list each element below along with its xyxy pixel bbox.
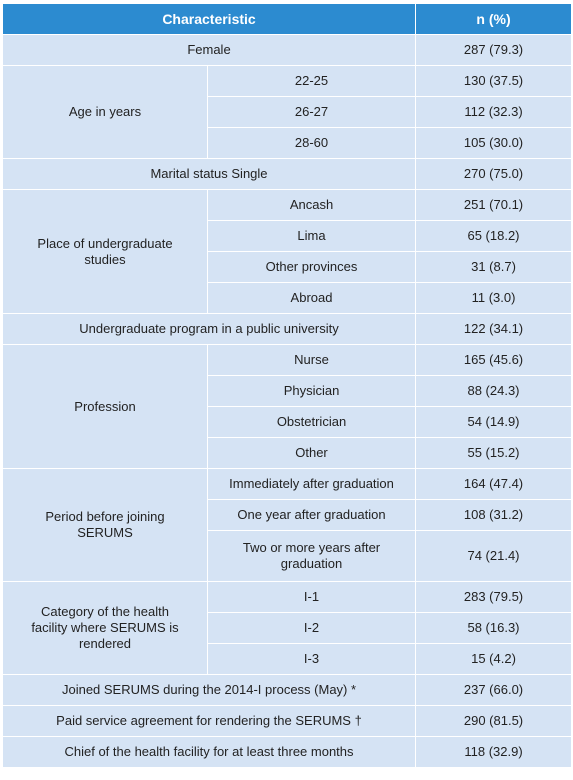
item-label: Other provinces	[208, 252, 416, 282]
value-cell: 164 (47.4)	[416, 469, 572, 499]
item-label: I-3	[208, 644, 416, 674]
value-cell: 55 (15.2)	[416, 438, 572, 468]
value-cell: 88 (24.3)	[416, 376, 572, 406]
table-row: Undergraduate program in a public univer…	[3, 314, 572, 344]
value-cell: 118 (32.9)	[416, 737, 572, 767]
table-row: Obstetrician 54 (14.9)	[3, 407, 572, 437]
item-label: I-2	[208, 613, 416, 643]
item-label: Other	[208, 438, 416, 468]
table-body: Female 287 (79.3) Age in years 22-25 130 (37…	[3, 35, 572, 767]
item-label: Physician	[208, 376, 416, 406]
row-label: Chief of the health facility for at leas…	[3, 737, 416, 767]
table-row: I-2 58 (16.3)	[3, 613, 572, 643]
table-row: I-3 15 (4.2)	[3, 644, 572, 674]
row-label: Undergraduate program in a public univer…	[3, 314, 416, 344]
item-label: I-1	[208, 582, 416, 612]
item-label: Two or more years after graduation	[208, 531, 416, 581]
table-row: Abroad 11 (3.0)	[3, 283, 572, 313]
value-cell: 237 (66.0)	[416, 675, 572, 705]
value-cell: 270 (75.0)	[416, 159, 572, 189]
group-label: Period before joining SERUMS	[3, 469, 207, 581]
table-row: Other 55 (15.2)	[3, 438, 572, 468]
value-cell: 15 (4.2)	[416, 644, 572, 674]
header-cell: n (%)	[416, 4, 572, 34]
table-row: Age in years 22-25 130 (37.5)	[3, 66, 572, 158]
item-label: Nurse	[208, 345, 416, 375]
value-cell: 251 (70.1)	[416, 190, 572, 220]
table-row: Place of undergraduate studies Ancash 251 …	[3, 190, 572, 313]
value-cell: 11 (3.0)	[416, 283, 572, 313]
item-label: Abroad	[208, 283, 416, 313]
table-row: 26-27 112 (32.3)	[3, 97, 572, 127]
table-row: Marital status Single 270 (75.0)	[3, 159, 572, 189]
value-cell: 54 (14.9)	[416, 407, 572, 437]
item-label: Immediately after graduation	[208, 469, 416, 499]
header-row: Characteristic n (%)	[3, 4, 572, 34]
table-row: Profession Nurse 165 (45.6)	[3, 345, 572, 468]
value-cell: 165 (45.6)	[416, 345, 572, 375]
group-label: Age in years	[3, 66, 207, 158]
value-cell: 108 (31.2)	[416, 500, 572, 530]
item-label: 26-27	[208, 97, 416, 127]
table-row: Paid service agreement for rendering the…	[3, 706, 572, 736]
characteristics-table: Characteristic n (%) Female 287 (79.3) Age…	[2, 3, 572, 768]
table-row: Lima 65 (18.2)	[3, 221, 572, 251]
value-cell: 112 (32.3)	[416, 97, 572, 127]
item-label: One year after graduation	[208, 500, 416, 530]
value-cell: 122 (34.1)	[416, 314, 572, 344]
table-row: Joined SERUMS during the 2014-I process …	[3, 675, 572, 705]
value-cell: 130 (37.5)	[416, 66, 572, 96]
table-row: Period before joining SERUMS Immediately …	[3, 469, 572, 581]
item-label: Ancash	[208, 190, 416, 220]
group-label: Category of the health facility where SE…	[3, 582, 207, 674]
table-row: Physician 88 (24.3)	[3, 376, 572, 406]
item-label: 22-25	[208, 66, 416, 96]
table-row: 28-60 105 (30.0)	[3, 128, 572, 158]
value-cell: 31 (8.7)	[416, 252, 572, 282]
value-cell: 287 (79.3)	[416, 35, 572, 65]
row-label: Marital status Single	[3, 159, 416, 189]
group-label: Place of undergraduate studies	[3, 190, 207, 313]
table-row: Chief of the health facility for at leas…	[3, 737, 572, 767]
group-label: Profession	[3, 345, 207, 468]
value-cell: 58 (16.3)	[416, 613, 572, 643]
row-label: Paid service agreement for rendering the…	[3, 706, 416, 736]
table-row: Female 287 (79.3)	[3, 35, 572, 65]
table-row: Other provinces 31 (8.7)	[3, 252, 572, 282]
row-label: Female	[3, 35, 416, 65]
value-cell: 105 (30.0)	[416, 128, 572, 158]
table-row: One year after graduation 108 (31.2)	[3, 500, 572, 530]
item-label: 28-60	[208, 128, 416, 158]
header-cell: Characteristic	[3, 4, 416, 34]
value-cell: 290 (81.5)	[416, 706, 572, 736]
item-label: Lima	[208, 221, 416, 251]
value-cell: 74 (21.4)	[416, 531, 572, 581]
row-label: Joined SERUMS during the 2014-I process …	[3, 675, 416, 705]
value-cell: 65 (18.2)	[416, 221, 572, 251]
table-header: Characteristic n (%)	[3, 4, 572, 34]
table-row: Category of the health facility where SE…	[3, 582, 572, 674]
table-row: Two or more years after graduation 74 (21…	[3, 531, 572, 581]
value-cell: 283 (79.5)	[416, 582, 572, 612]
item-label: Obstetrician	[208, 407, 416, 437]
